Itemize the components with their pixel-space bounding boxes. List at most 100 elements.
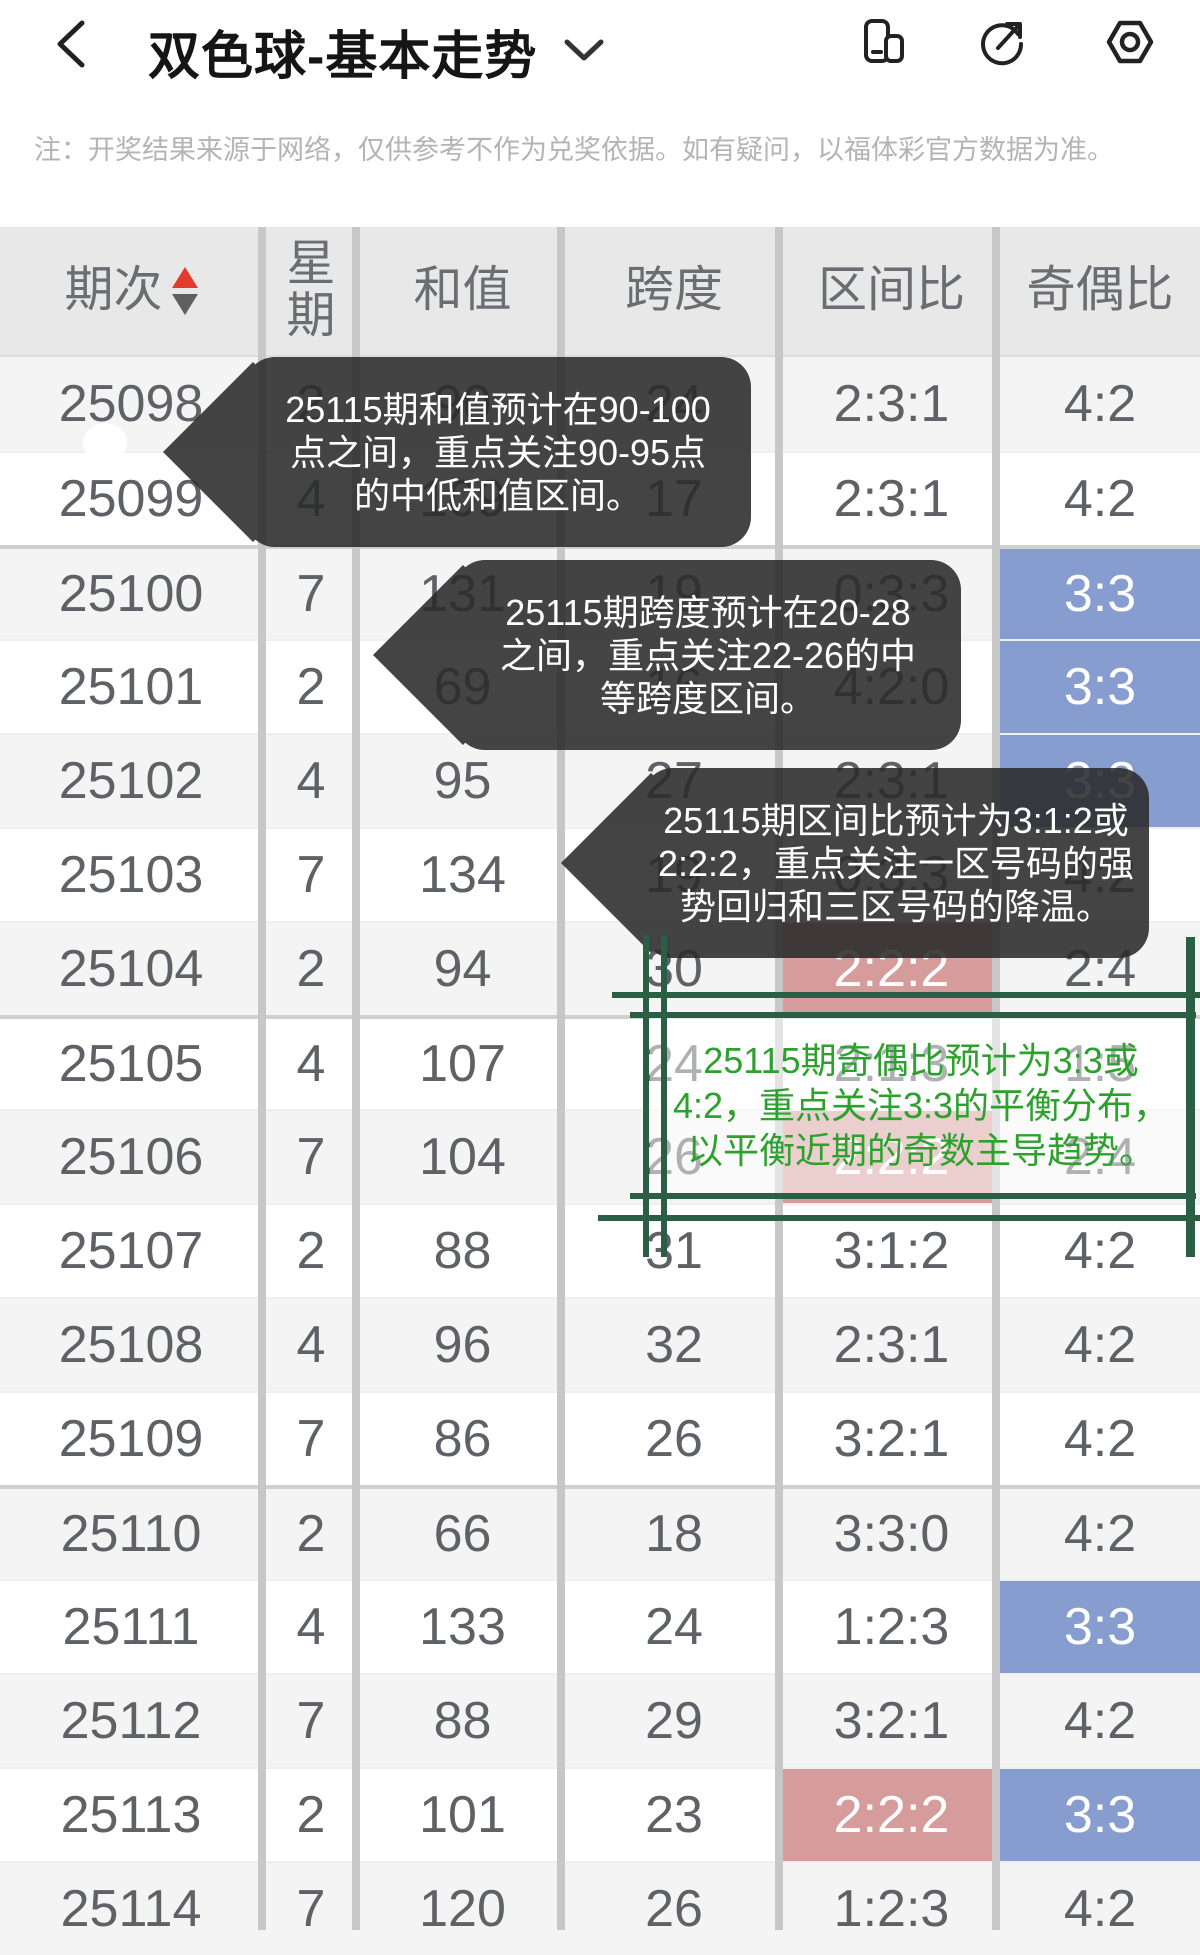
cell-period: 25107	[58, 1222, 204, 1280]
column-divider	[557, 227, 565, 1930]
cell-span: 31	[645, 1222, 703, 1280]
cell-weekday: 2	[296, 1222, 326, 1280]
column-divider	[352, 227, 360, 1930]
cell-zone-ratio: 3:2:1	[833, 1410, 950, 1468]
cell-odd-even-ratio: 4:2	[1063, 1880, 1137, 1938]
appbar: 双色球-基本走势	[0, 0, 1200, 92]
cell-weekday: 2	[296, 1786, 326, 1844]
floating-window-icon[interactable]	[856, 14, 912, 70]
cell-weekday: 4	[296, 1598, 326, 1656]
cell-span: 24	[645, 1598, 703, 1656]
white-dot-marker	[83, 423, 127, 463]
cell-span: 26	[645, 1410, 703, 1468]
cell-period: 25108	[58, 1316, 204, 1374]
chevron-down-icon[interactable]	[562, 36, 606, 64]
share-icon[interactable]	[974, 14, 1030, 70]
back-icon[interactable]	[48, 18, 94, 70]
cell-weekday: 7	[296, 565, 326, 623]
cell-weekday: 2	[296, 940, 326, 998]
annotation-line	[630, 1193, 1196, 1199]
annotation-line	[630, 1012, 1196, 1018]
sort-icon	[171, 267, 198, 315]
column-header-weekday: 星期	[286, 237, 336, 343]
cell-odd-even-ratio: 3:3	[1000, 1769, 1200, 1861]
cell-sum: 120	[419, 1880, 506, 1938]
cell-odd-even-ratio: 3:3	[1000, 549, 1200, 639]
cell-weekday: 7	[296, 1128, 326, 1186]
cell-sum: 86	[433, 1410, 492, 1468]
cell-period: 25113	[60, 1786, 202, 1844]
cell-period: 25103	[58, 846, 204, 904]
page-title[interactable]: 双色球-基本走势	[148, 28, 538, 86]
cell-zone-ratio: 2:3:1	[833, 470, 950, 528]
cell-weekday: 4	[296, 1035, 326, 1093]
cell-weekday: 4	[296, 1316, 326, 1374]
table-header-row: 期次 星期 和值 跨度 区间比 奇偶比	[0, 227, 1200, 355]
column-header-period-label: 期次	[64, 263, 163, 318]
cell-sum: 94	[433, 940, 492, 998]
table-row: 25108 4 96 32 2:3:1 4:2	[0, 1297, 1200, 1391]
cell-zone-ratio: 2:3:1	[833, 1316, 950, 1374]
cell-odd-even-ratio: 4:2	[1063, 1410, 1137, 1468]
cell-odd-even-ratio: 3:3	[1000, 641, 1200, 733]
cell-sum: 107	[419, 1035, 506, 1093]
cell-sum: 88	[433, 1692, 492, 1750]
sort-up-icon	[171, 267, 198, 288]
cell-zone-ratio: 3:2:1	[833, 1692, 950, 1750]
settings-icon[interactable]	[1102, 14, 1158, 70]
cell-sum: 96	[433, 1316, 492, 1374]
cell-odd-even-ratio: 3:3	[1000, 1581, 1200, 1673]
cell-zone-ratio: 3:3:0	[833, 1505, 950, 1563]
table-row: 25113 2 101 23 2:2:2 3:3	[0, 1767, 1200, 1861]
cell-zone-ratio: 3:1:2	[833, 1222, 950, 1280]
annotation-line	[1186, 937, 1195, 1257]
cell-span: 23	[645, 1786, 703, 1844]
cell-sum: 66	[433, 1505, 492, 1563]
cell-odd-even-ratio: 4:2	[1063, 375, 1137, 433]
cell-span: 26	[645, 1880, 703, 1938]
cell-period: 25099	[58, 470, 204, 528]
cell-sum: 104	[419, 1128, 506, 1186]
cell-zone-ratio: 1:2:3	[833, 1880, 950, 1938]
tooltip-span-prediction: 25115期跨度预计在20-28 之间，重点关注22-26的中 等跨度区间。	[360, 560, 970, 750]
cell-weekday: 4	[296, 752, 326, 810]
tooltip-zone-text: 25115期区间比预计为3:1:2或 2:2:2，重点关注一区号码的强 势回归和三区…	[657, 799, 1135, 927]
cell-span: 29	[645, 1692, 703, 1750]
cell-weekday: 7	[296, 1692, 326, 1750]
cell-period: 25109	[58, 1410, 204, 1468]
cell-period: 25112	[60, 1692, 202, 1750]
tooltip-span-text: 25115期跨度预计在20-28 之间，重点关注22-26的中 等跨度区间。	[499, 591, 917, 719]
column-header-sum: 和值	[413, 263, 512, 318]
column-header-period[interactable]: 期次	[0, 227, 262, 355]
cell-period: 25100	[58, 565, 204, 623]
cell-weekday: 2	[296, 658, 326, 716]
cell-weekday: 7	[296, 1880, 326, 1938]
cell-zone-ratio: 2:3:1	[833, 375, 950, 433]
cell-odd-even-ratio: 4:2	[1063, 1692, 1137, 1750]
disclaimer-note: 注：开奖结果来源于网络，仅供参考不作为兑奖依据。如有疑问，以福体彩官方数据为准。	[34, 135, 1114, 165]
cell-odd-even-ratio: 4:2	[1063, 470, 1137, 528]
cell-zone-ratio: 2:2:2	[783, 1769, 1000, 1861]
column-header-odd-even-ratio: 奇偶比	[1026, 263, 1174, 318]
cell-sum: 101	[419, 1786, 506, 1844]
cell-weekday: 2	[296, 1505, 326, 1563]
cell-period: 25110	[60, 1505, 202, 1563]
cell-period: 25105	[58, 1035, 204, 1093]
table-row: 25110 2 66 18 3:3:0 4:2	[0, 1485, 1200, 1579]
annotation-line	[661, 935, 667, 1257]
cell-period: 25104	[58, 940, 204, 998]
annotation-parity-text: 25115期奇偶比预计为3:3或 4:2，重点关注3:3的平衡分布， 以平衡近期的奇…	[672, 1040, 1170, 1171]
cell-span: 18	[645, 1505, 703, 1563]
table-row: 25111 4 133 24 1:2:3 3:3	[0, 1579, 1200, 1673]
cell-odd-even-ratio: 4:2	[1063, 1316, 1137, 1374]
cell-weekday: 7	[296, 846, 326, 904]
cell-weekday: 7	[296, 1410, 326, 1468]
sort-down-icon	[171, 294, 198, 315]
annotation-fill	[650, 1018, 1186, 1193]
table-row: 25112 7 88 29 3:2:1 4:2	[0, 1673, 1200, 1767]
cell-period: 25111	[62, 1598, 200, 1656]
tooltip-sum-prediction: 25115期和值预计在90-100 点之间，重点关注90-95点 的中低和值区间。	[150, 357, 760, 547]
cell-sum: 134	[419, 846, 506, 904]
annotation-line	[598, 1215, 1200, 1221]
table-row: 25109 7 86 26 3:2:1 4:2	[0, 1391, 1200, 1485]
